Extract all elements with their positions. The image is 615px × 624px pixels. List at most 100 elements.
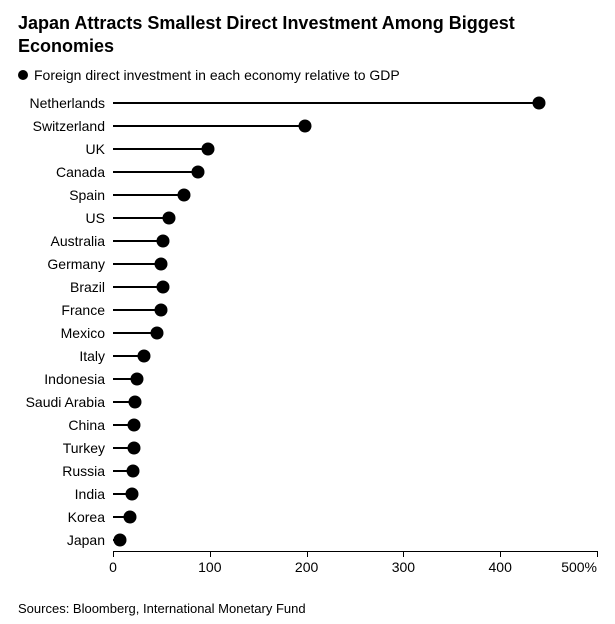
axis-tick-label: 300	[392, 559, 415, 575]
data-row: China	[18, 413, 597, 436]
row-label: Australia	[18, 233, 113, 249]
lollipop-marker	[113, 533, 126, 546]
row-track	[113, 528, 597, 551]
lollipop-stem	[113, 171, 198, 173]
lollipop-marker	[127, 464, 140, 477]
lollipop-marker	[131, 372, 144, 385]
data-row: Germany	[18, 252, 597, 275]
row-track	[113, 436, 597, 459]
row-track	[113, 459, 597, 482]
lollipop-stem	[113, 286, 163, 288]
data-row: India	[18, 482, 597, 505]
lollipop-marker	[155, 257, 168, 270]
data-row: Korea	[18, 505, 597, 528]
data-row: Japan	[18, 528, 597, 551]
lollipop-marker	[126, 487, 139, 500]
axis-line	[113, 551, 597, 552]
axis-tick-label: 200	[295, 559, 318, 575]
row-label: UK	[18, 141, 113, 157]
lollipop-marker	[137, 349, 150, 362]
row-track	[113, 91, 597, 114]
row-track	[113, 252, 597, 275]
row-track	[113, 275, 597, 298]
row-track	[113, 321, 597, 344]
axis-track: 0100200300400500%	[113, 551, 597, 579]
plot-area: Netherlands Switzerland UK Canada Spain US Aus…	[18, 91, 597, 551]
lollipop-marker	[157, 280, 170, 293]
lollipop-marker	[124, 510, 137, 523]
chart-container: Japan Attracts Smallest Direct Investmen…	[0, 0, 615, 624]
row-track	[113, 206, 597, 229]
data-row: Spain	[18, 183, 597, 206]
lollipop-marker	[201, 142, 214, 155]
legend-label: Foreign direct investment in each econom…	[34, 67, 400, 83]
row-track	[113, 298, 597, 321]
legend-marker-icon	[18, 70, 28, 80]
axis-tick	[210, 551, 211, 557]
axis-tick-label: 500%	[561, 559, 597, 575]
row-track	[113, 482, 597, 505]
row-label: Switzerland	[18, 118, 113, 134]
row-label: Indonesia	[18, 371, 113, 387]
row-label: Italy	[18, 348, 113, 364]
row-track	[113, 229, 597, 252]
row-label: Spain	[18, 187, 113, 203]
axis-tick	[403, 551, 404, 557]
lollipop-marker	[128, 418, 141, 431]
lollipop-marker	[177, 188, 190, 201]
data-row: Brazil	[18, 275, 597, 298]
x-axis: 0100200300400500%	[18, 551, 597, 579]
row-label: Turkey	[18, 440, 113, 456]
row-label: US	[18, 210, 113, 226]
lollipop-stem	[113, 102, 539, 104]
row-label: Korea	[18, 509, 113, 525]
data-row: Russia	[18, 459, 597, 482]
axis-tick	[597, 551, 598, 557]
data-row: US	[18, 206, 597, 229]
axis-tick	[500, 551, 501, 557]
data-row: Switzerland	[18, 114, 597, 137]
row-label: Canada	[18, 164, 113, 180]
row-track	[113, 367, 597, 390]
chart-legend: Foreign direct investment in each econom…	[18, 67, 597, 83]
data-row: Italy	[18, 344, 597, 367]
lollipop-stem	[113, 148, 208, 150]
axis-tick-label: 100	[198, 559, 221, 575]
row-track	[113, 114, 597, 137]
data-row: Indonesia	[18, 367, 597, 390]
lollipop-marker	[532, 96, 545, 109]
row-track	[113, 390, 597, 413]
data-row: Turkey	[18, 436, 597, 459]
axis-tick-label: 400	[489, 559, 512, 575]
row-label: Mexico	[18, 325, 113, 341]
row-label: Japan	[18, 532, 113, 548]
sources-text: Sources: Bloomberg, International Moneta…	[18, 601, 597, 616]
data-row: France	[18, 298, 597, 321]
data-row: UK	[18, 137, 597, 160]
row-label: Germany	[18, 256, 113, 272]
row-label: Russia	[18, 463, 113, 479]
row-label: Saudi Arabia	[18, 394, 113, 410]
row-track	[113, 160, 597, 183]
lollipop-stem	[113, 217, 169, 219]
row-label: India	[18, 486, 113, 502]
lollipop-marker	[150, 326, 163, 339]
row-track	[113, 137, 597, 160]
row-track	[113, 183, 597, 206]
lollipop-marker	[157, 234, 170, 247]
lollipop-marker	[129, 395, 142, 408]
axis-tick	[113, 551, 114, 557]
lollipop-stem	[113, 194, 184, 196]
data-row: Mexico	[18, 321, 597, 344]
lollipop-marker	[163, 211, 176, 224]
row-label: Netherlands	[18, 95, 113, 111]
data-row: Australia	[18, 229, 597, 252]
lollipop-stem	[113, 240, 163, 242]
row-label: Brazil	[18, 279, 113, 295]
chart-title: Japan Attracts Smallest Direct Investmen…	[18, 12, 597, 57]
data-row: Canada	[18, 160, 597, 183]
lollipop-marker	[128, 441, 141, 454]
axis-spacer	[18, 551, 113, 579]
lollipop-marker	[155, 303, 168, 316]
row-track	[113, 344, 597, 367]
